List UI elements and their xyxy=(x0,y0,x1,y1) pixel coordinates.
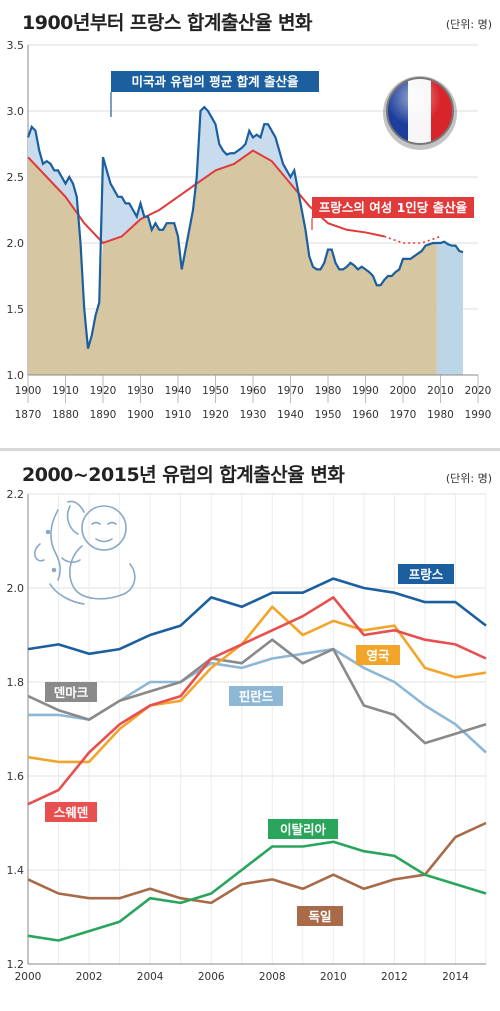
chart1-xtick-bottom: 1970 xyxy=(390,409,417,421)
chart1-xticks: 1900 1870 1910 1880 1920 1890 1930 1900 1940 1910… xyxy=(15,374,492,421)
chart1-xtick-top: 2010 xyxy=(427,385,454,397)
chart1-xtick-top: 1970 xyxy=(277,385,304,397)
chart2-unit: (단위: 명) xyxy=(445,472,492,485)
chart1-ytick-label: 2.5 xyxy=(7,171,25,184)
chart1-xtick-top: 1990 xyxy=(352,385,379,397)
chart1-ytick-label: 3.5 xyxy=(7,39,25,52)
chart2-xtick-label: 2012 xyxy=(381,971,408,983)
chart1-xtick-top: 1900 xyxy=(15,385,42,397)
chart1-ytick-label: 1.5 xyxy=(7,303,25,316)
chart1-xtick-bottom: 1900 xyxy=(127,409,154,421)
chart2-ytick-label: 1.6 xyxy=(7,770,25,783)
chart1-xtick-bottom: 1930 xyxy=(240,409,267,421)
chart1-unit: (단위: 명) xyxy=(445,18,492,31)
chart1-xtick-top: 1920 xyxy=(90,385,117,397)
chart2-label-denmark: 덴마크 xyxy=(54,685,89,700)
chart1-svg: 1.01.52.02.53.03.5 190018701910188019201… xyxy=(7,39,492,421)
chart1-line-france xyxy=(27,149,385,245)
chart1-label-box-red xyxy=(312,197,474,218)
chart2-line-6 xyxy=(27,821,487,905)
chart2-xtick-label: 2002 xyxy=(76,971,103,983)
chart2-ytick-label: 2.2 xyxy=(7,488,25,501)
chart1-label-red: 프랑스의 여성 1인당 출산율 xyxy=(319,200,468,215)
chart1-area-lightblue xyxy=(436,241,463,375)
chart2-xtick-label: 2014 xyxy=(442,971,469,983)
chart1-label-blue: 미국과 유럽의 평균 합계 출산율 xyxy=(132,74,299,89)
panel-divider xyxy=(0,448,500,451)
chart2-label-italy: 이탈리아 xyxy=(280,822,327,837)
chart2-xtick-label: 2008 xyxy=(259,971,286,983)
chart2-label-sweden: 스웨덴 xyxy=(54,805,89,820)
chart1-xtick-top: 2020 xyxy=(465,385,492,397)
chart2-xtick-label: 2004 xyxy=(137,971,164,983)
chart2-title: 2000~2015년 유럽의 합계출산율 변화 xyxy=(22,464,345,486)
chart1-lines xyxy=(26,105,464,349)
chart2-lines xyxy=(27,577,487,942)
chart2-ytick-label: 1.4 xyxy=(7,864,25,877)
french-flag-icon xyxy=(383,76,457,150)
chart1-xtick-top: 1960 xyxy=(240,385,267,397)
chart2-label-uk: 영국 xyxy=(366,648,390,663)
chart1-xtick-bottom: 1870 xyxy=(15,409,42,421)
chart2-xtick-label: 2010 xyxy=(320,971,347,983)
chart2-yticks: 1.2 1.4 1.6 1.8 2.0 2.2 xyxy=(7,488,25,971)
chart2-xtick-label: 2006 xyxy=(198,971,225,983)
chart2-line-5 xyxy=(27,840,487,942)
chart2-label-france: 프랑스 xyxy=(409,567,444,582)
chart1-yticks: 1.0 1.5 2.0 2.5 3.0 3.5 xyxy=(7,39,25,382)
chart2-label-germany: 독일 xyxy=(308,909,331,924)
chart1-ytick-label: 3.0 xyxy=(7,105,25,118)
chart1-xtick-top: 1980 xyxy=(315,385,342,397)
chart1-xtick-top: 1940 xyxy=(165,385,192,397)
chart1-xtick-bottom: 1940 xyxy=(277,409,304,421)
chart1-ytick-label: 1.0 xyxy=(7,369,25,382)
chart1-xtick-bottom: 1950 xyxy=(315,409,342,421)
chart1-label-box-blue xyxy=(111,71,319,92)
chart1-xtick-bottom: 1990 xyxy=(465,409,492,421)
chart2-xticks: 2000 2002 2004 2006 2008 2010 2012 2014 xyxy=(15,971,470,983)
chart1-xtick-top: 1950 xyxy=(202,385,229,397)
chart1-xtick-bottom: 1960 xyxy=(352,409,379,421)
chart1-xtick-top: 1930 xyxy=(127,385,154,397)
baby-illustration-icon xyxy=(33,500,136,605)
chart1-xtick-top: 1910 xyxy=(52,385,79,397)
chart1-xtick-bottom: 1910 xyxy=(165,409,192,421)
chart1-xtick-bottom: 1880 xyxy=(52,409,79,421)
chart1-area-tan xyxy=(28,150,437,375)
chart1-area-blue-excess xyxy=(28,107,437,243)
chart1-ytick-label: 2.0 xyxy=(7,237,25,250)
chart2-ytick-label: 2.0 xyxy=(7,582,25,595)
chart2-line-1 xyxy=(27,605,487,764)
chart2-ytick-label: 1.8 xyxy=(7,676,25,689)
chart2-ytick-label: 1.2 xyxy=(7,958,25,971)
chart1-xtick-top: 2000 xyxy=(390,385,417,397)
chart1-line-france-projection xyxy=(383,235,441,244)
chart1-xtick-bottom: 1980 xyxy=(427,409,454,421)
chart1-title: 1900년부터 프랑스 합계출산율 변화 xyxy=(22,12,312,34)
chart2-line-4 xyxy=(27,596,487,806)
chart1-xtick-bottom: 1890 xyxy=(90,409,117,421)
chart1-xtick-bottom: 1920 xyxy=(202,409,229,421)
chart1-areas xyxy=(28,107,463,375)
chart2-xtick-label: 2000 xyxy=(15,971,42,983)
chart2-label-finland: 핀란드 xyxy=(239,689,274,704)
chart2-svg: 1.21.41.61.82.02.2 2000 2002 2004 2006 2008 2… xyxy=(7,488,487,983)
chart2-line-2 xyxy=(27,638,487,745)
chart1-line-average xyxy=(26,105,464,349)
chart2-line-0 xyxy=(27,577,487,656)
